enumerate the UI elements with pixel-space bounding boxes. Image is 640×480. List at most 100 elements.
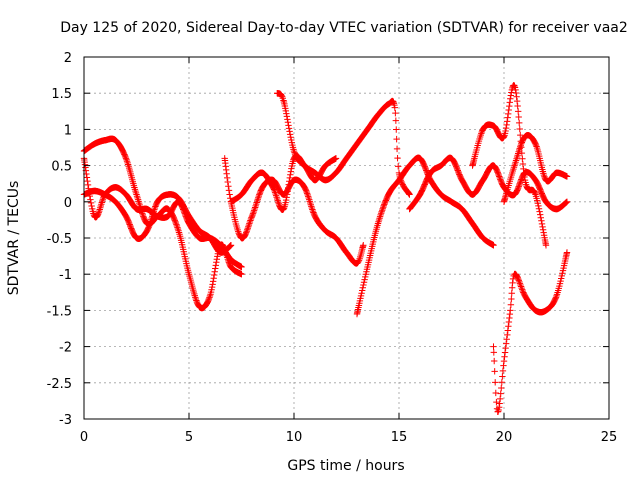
data-point (145, 222, 153, 230)
data-point (552, 295, 559, 302)
y-tick-label: -2.5 (47, 377, 72, 392)
data-point (507, 307, 514, 314)
data-point (520, 170, 528, 177)
data-point (552, 294, 560, 301)
data-point (332, 155, 340, 162)
data-point (505, 323, 512, 330)
data-point (519, 160, 527, 168)
data-point (238, 271, 245, 278)
data-point (133, 191, 140, 198)
data-point (515, 275, 522, 283)
x-tick-label: 20 (496, 430, 513, 445)
data-point (248, 213, 256, 220)
data-point (516, 180, 523, 187)
data-point (123, 156, 130, 163)
data-point (538, 217, 545, 225)
data-point (87, 199, 95, 207)
data-point (517, 177, 524, 185)
data-point (376, 213, 384, 220)
data-point (247, 217, 254, 224)
data-point (496, 173, 503, 180)
data-point (490, 343, 497, 350)
y-tick-label: -0.5 (47, 232, 72, 247)
data-point (85, 189, 93, 196)
data-point (517, 281, 524, 289)
data-point (533, 143, 540, 150)
data-point (174, 224, 181, 231)
data-point (500, 357, 508, 365)
data-point (540, 171, 548, 179)
data-point (122, 155, 130, 162)
data-point (520, 165, 527, 173)
data-point (286, 174, 293, 182)
data-points (80, 82, 571, 415)
data-point (251, 205, 258, 213)
data-point (563, 198, 571, 205)
data-point (307, 199, 314, 207)
data-point (496, 395, 504, 403)
series-track-d (227, 152, 340, 213)
data-point (516, 145, 523, 152)
data-point (274, 197, 281, 204)
data-point (522, 181, 530, 188)
data-point (182, 211, 189, 219)
data-point (245, 223, 252, 230)
data-point (256, 191, 263, 198)
data-point (275, 199, 282, 206)
data-point (307, 201, 314, 208)
data-point (288, 165, 295, 172)
data-point (360, 281, 367, 289)
data-point (87, 196, 94, 203)
x-tick-label: 25 (601, 430, 618, 445)
data-point (519, 286, 526, 293)
data-point (123, 158, 131, 165)
data-point (125, 219, 133, 227)
data-point (284, 116, 291, 123)
data-point (283, 110, 290, 117)
data-point (306, 198, 313, 205)
data-point (394, 163, 402, 170)
data-point (500, 362, 507, 369)
data-point (212, 265, 219, 272)
data-point (499, 367, 507, 375)
data-point (534, 199, 541, 207)
data-point (280, 204, 288, 212)
data-point (246, 218, 254, 226)
data-point (494, 169, 501, 176)
data-point (285, 125, 293, 132)
data-point (515, 277, 522, 284)
data-point (146, 219, 154, 227)
data-point (360, 279, 368, 286)
data-point (512, 89, 520, 97)
data-point (227, 195, 234, 202)
data-point (504, 114, 511, 121)
data-point (423, 167, 430, 174)
data-point (519, 287, 526, 295)
data-point (249, 210, 257, 217)
data-point (208, 283, 216, 291)
data-point (532, 141, 540, 149)
data-point (521, 173, 528, 181)
data-point (490, 242, 497, 249)
data-point (392, 109, 399, 117)
data-point (393, 145, 401, 153)
data-point (223, 174, 231, 182)
data-point (406, 191, 413, 198)
data-point (393, 135, 400, 143)
data-point (361, 276, 368, 283)
data-point (376, 215, 383, 222)
data-point (205, 295, 213, 303)
data-point (246, 220, 253, 227)
data-point (499, 373, 506, 380)
x-tick-label: 15 (391, 430, 408, 445)
data-point (122, 153, 129, 161)
y-tick-label: -2 (59, 341, 72, 356)
data-point (538, 220, 546, 228)
data-point (254, 197, 261, 205)
data-point (381, 201, 388, 208)
x-axis-label: GPS time / hours (287, 458, 404, 474)
grid (84, 57, 609, 419)
data-point (205, 296, 212, 304)
data-point (243, 229, 250, 236)
